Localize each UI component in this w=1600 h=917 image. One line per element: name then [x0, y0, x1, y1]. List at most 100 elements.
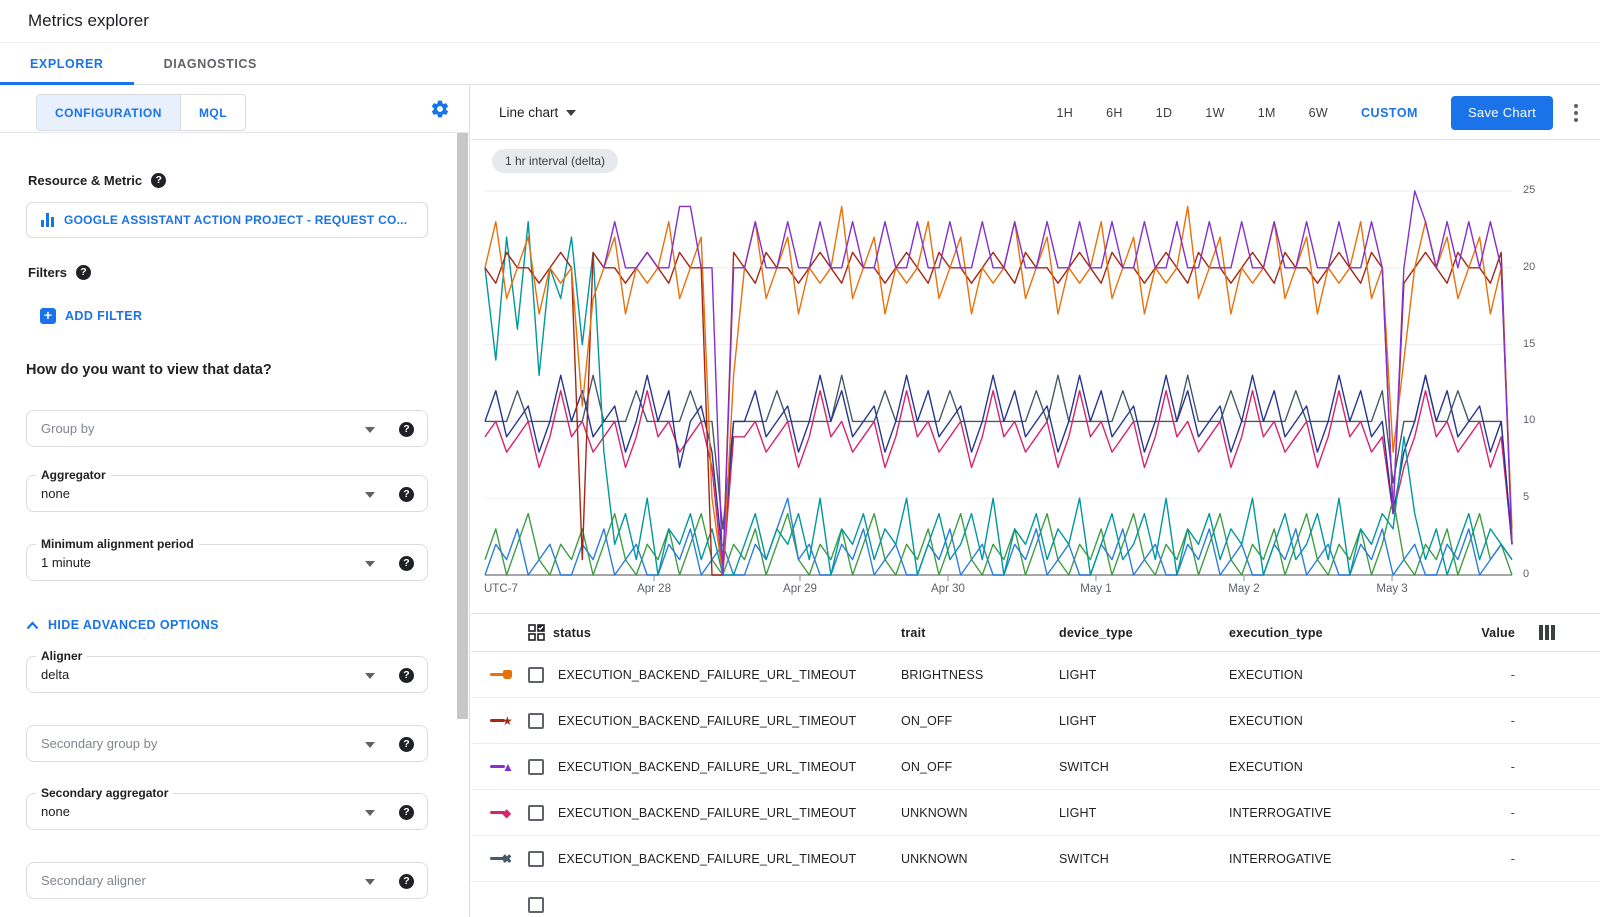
x-marker-icon: ✖ [490, 853, 528, 865]
y-tick-label: 15 [1523, 337, 1536, 350]
star-marker-icon: ★ [490, 715, 528, 727]
chart-type-dropdown[interactable]: Line chart [499, 105, 577, 120]
range-button-1h[interactable]: 1H [1056, 105, 1074, 120]
secondary-group-by-field[interactable]: Secondary group by [26, 725, 428, 762]
mode-mql-label: MQL [198, 105, 228, 120]
x-tick-label: Apr 28 [637, 583, 671, 595]
manage-columns-icon[interactable] [1539, 625, 1600, 640]
bar-chart-icon [41, 213, 54, 227]
range-button-1d[interactable]: 1D [1155, 105, 1173, 120]
status-cell: EXECUTION_BACKEND_FAILURE_URL_TIMEOUT [558, 667, 857, 682]
row-checkbox[interactable] [528, 896, 544, 913]
value-cell: - [1510, 713, 1515, 728]
row-checkbox[interactable] [528, 804, 544, 821]
execution-type-header: execution_type [1229, 625, 1323, 640]
filters-text: Filters [28, 265, 68, 280]
status-cell: EXECUTION_BACKEND_FAILURE_URL_TIMEOUT [558, 759, 857, 774]
save-chart-button[interactable]: Save Chart [1450, 95, 1553, 130]
x-tick-label: Apr 29 [783, 583, 817, 595]
row-checkbox[interactable] [528, 712, 544, 729]
trait-cell: UNKNOWN [901, 851, 968, 866]
tab-diagnostics[interactable]: DIAGNOSTICS [134, 44, 287, 84]
square-marker-icon [490, 670, 528, 679]
execution_type-cell: EXECUTION [1229, 667, 1303, 682]
secondary-aggregator-field[interactable]: Secondary aggregator none [26, 786, 428, 830]
title-bar: Metrics explorer [0, 0, 1600, 43]
selected-metric-label: GOOGLE ASSISTANT ACTION PROJECT - REQUES… [64, 213, 408, 227]
mode-configuration[interactable]: CONFIGURATION [37, 95, 180, 130]
hide-advanced-options-button[interactable]: HIDE ADVANCED OPTIONS [26, 618, 219, 632]
select-all-icon[interactable] [528, 624, 545, 641]
mode-toggle: CONFIGURATION MQL [36, 94, 247, 131]
status-header-label: status [553, 625, 592, 640]
more-options-icon[interactable] [1570, 100, 1582, 126]
help-icon[interactable] [76, 265, 92, 280]
value-cell: - [1510, 851, 1515, 866]
aligner-label: Aligner [36, 649, 88, 663]
help-icon[interactable] [399, 422, 414, 437]
table-row[interactable]: ◆ EXECUTION_BACKEND_FAILURE_URL_TIMEOUT UN… [471, 790, 1600, 836]
execution_type-cell: EXECUTION [1229, 759, 1303, 774]
trait-cell: ON_OFF [901, 713, 953, 728]
panel-scrollbar[interactable] [457, 133, 468, 719]
min-alignment-field[interactable]: Minimum alignment period 1 minute [26, 537, 428, 581]
aggregator-field[interactable]: Aggregator none [26, 468, 428, 512]
table-row[interactable]: ✖ EXECUTION_BACKEND_FAILURE_URL_TIMEOUT UN… [471, 836, 1600, 882]
min-alignment-label: Minimum alignment period [36, 537, 199, 551]
help-icon[interactable] [399, 487, 414, 502]
trait-header: trait [901, 625, 926, 640]
secondary-group-by-placeholder: Secondary group by [41, 736, 158, 751]
range-button-1m[interactable]: 1M [1257, 105, 1276, 120]
view-data-question: How do you want to view that data? [26, 362, 272, 378]
chart-series-line [484, 205, 1513, 576]
chevron-down-icon [365, 492, 375, 498]
triangle-marker-icon: ▲ [490, 761, 528, 773]
y-tick-label: 0 [1523, 568, 1530, 580]
configuration-panel: CONFIGURATION MQL Resource & Metric GOOG… [0, 86, 470, 917]
help-icon[interactable] [151, 173, 167, 188]
device_type-cell: LIGHT [1059, 667, 1097, 682]
table-row[interactable]: ★ EXECUTION_BACKEND_FAILURE_URL_TIMEOUT ON… [471, 698, 1600, 744]
aligner-field[interactable]: Aligner delta [26, 649, 428, 693]
range-button-6h[interactable]: 6H [1106, 105, 1123, 120]
x-tick-label: May 2 [1228, 583, 1260, 595]
chevron-down-icon [365, 879, 375, 885]
trait-cell: ON_OFF [901, 759, 953, 774]
tab-explorer-label: EXPLORER [30, 57, 104, 71]
help-icon[interactable] [399, 874, 414, 889]
range-button-6w[interactable]: 6W [1308, 105, 1329, 120]
help-icon[interactable] [399, 556, 414, 571]
add-filter-button[interactable]: ADD FILTER [40, 307, 142, 324]
row-checkbox[interactable] [528, 666, 544, 683]
hide-advanced-options-label: HIDE ADVANCED OPTIONS [48, 618, 219, 632]
table-row[interactable]: ▲ EXECUTION_BACKEND_FAILURE_URL_TIMEOUT ON… [471, 744, 1600, 790]
range-button-1w[interactable]: 1W [1205, 105, 1225, 120]
device-type-header: device_type [1059, 625, 1133, 640]
secondary-aggregator-label: Secondary aggregator [36, 786, 174, 800]
help-icon[interactable] [399, 805, 414, 820]
table-row[interactable]: EXECUTION_BACKEND_FAILURE_URL_TIMEOUT BRI… [471, 652, 1600, 698]
chart-series-line [484, 389, 1513, 576]
custom-range-button[interactable]: CUSTOM [1361, 105, 1418, 120]
chevron-down-icon [365, 742, 375, 748]
x-axis-corner-label: UTC-7 [484, 583, 518, 595]
y-tick-label: 25 [1523, 184, 1536, 196]
x-tick-label: May 1 [1080, 583, 1112, 595]
chevron-up-icon [26, 620, 39, 629]
series-table: status trait device_type execution_type … [471, 613, 1600, 917]
table-row[interactable] [471, 882, 1600, 917]
row-checkbox[interactable] [528, 758, 544, 775]
settings-gear-icon[interactable] [430, 99, 450, 119]
mode-mql[interactable]: MQL [179, 95, 245, 130]
help-icon[interactable] [399, 737, 414, 752]
row-checkbox[interactable] [528, 850, 544, 867]
selected-metric-chip[interactable]: GOOGLE ASSISTANT ACTION PROJECT - REQUES… [26, 202, 428, 238]
status-cell: EXECUTION_BACKEND_FAILURE_URL_TIMEOUT [558, 851, 857, 866]
secondary-aligner-field[interactable]: Secondary aligner [26, 862, 428, 899]
help-icon[interactable] [399, 668, 414, 683]
chevron-down-icon [365, 673, 375, 679]
status-header: status [528, 624, 901, 641]
tab-explorer[interactable]: EXPLORER [0, 44, 134, 85]
chart-toolbar: Line chart 1H 6H 1D 1W 1M 6W CUSTOM Save Char… [471, 86, 1600, 140]
group-by-field[interactable]: Group by [26, 410, 428, 447]
